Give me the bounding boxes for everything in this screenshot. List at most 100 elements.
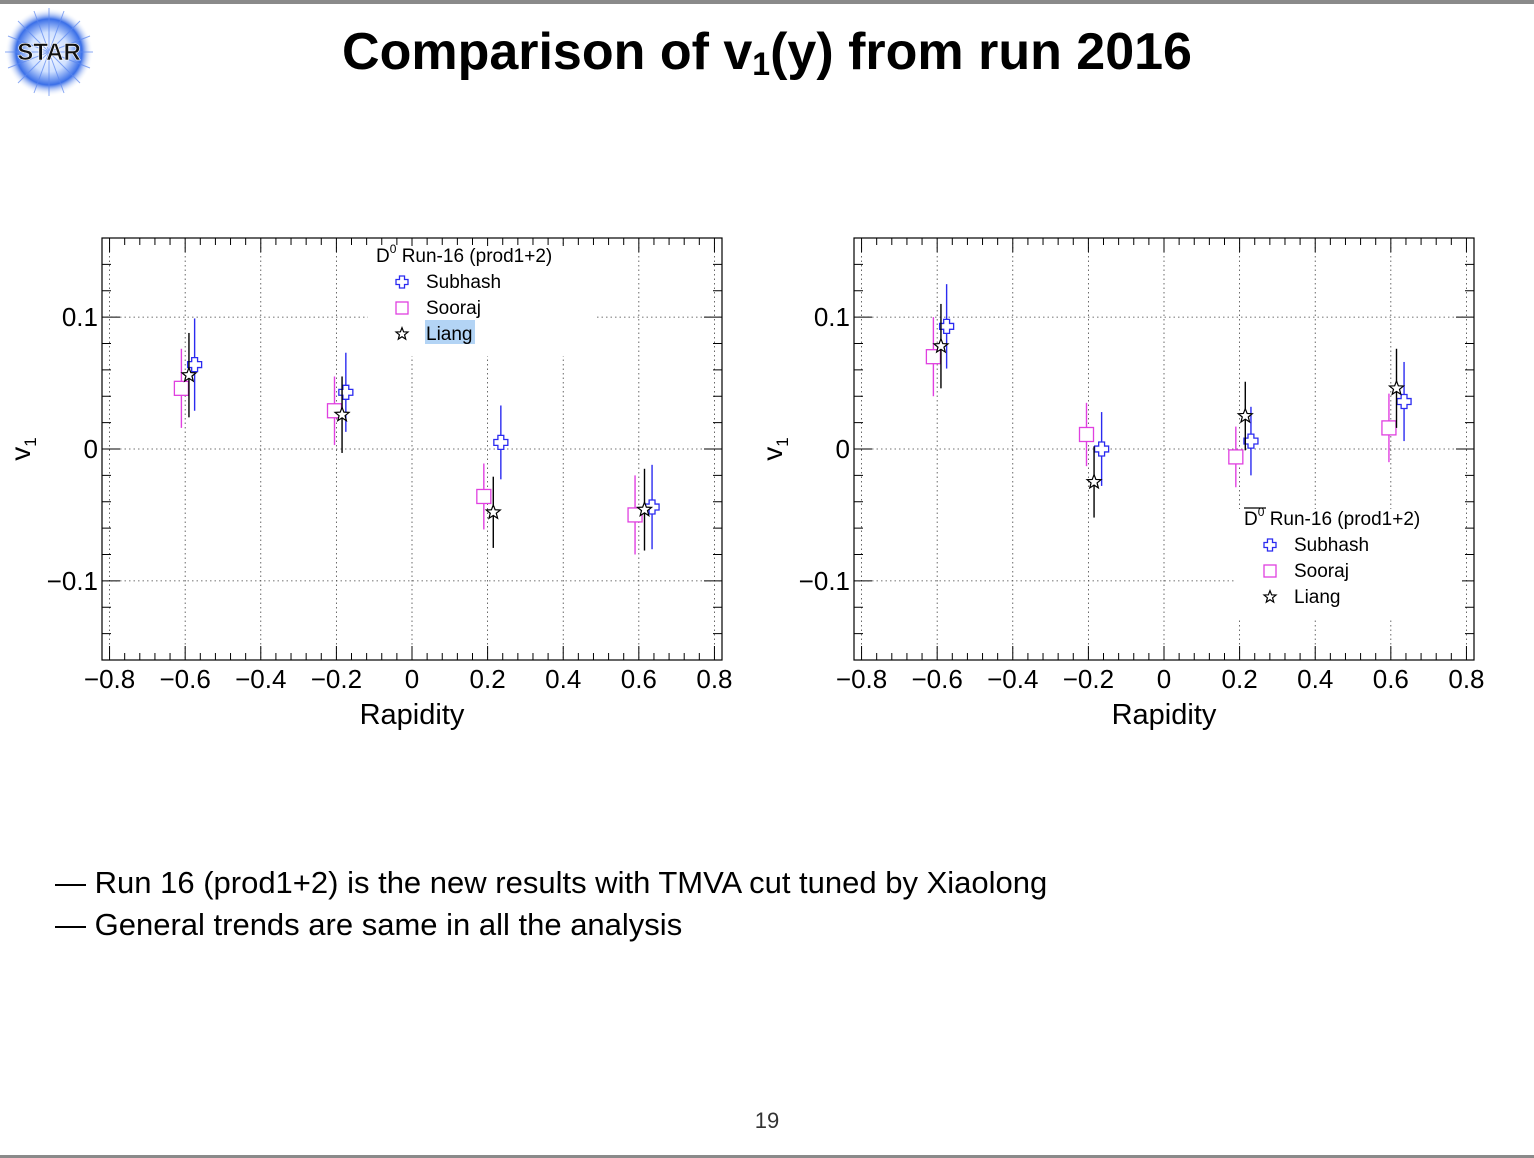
- title-rest: (y) from run 2016: [770, 23, 1192, 81]
- y-axis-title-text: v1: [757, 437, 792, 460]
- x-tick-label: 0.8: [696, 664, 732, 694]
- data-marker: [186, 356, 203, 373]
- title-main: Comparison of v: [342, 23, 753, 81]
- y-tick-label: −0.1: [47, 566, 98, 596]
- y-tick-label: 0.1: [814, 302, 850, 332]
- y-axis-title: v1: [757, 437, 792, 460]
- data-marker: [1093, 441, 1110, 457]
- legend-title: D0 Run-16 (prod1+2): [376, 242, 552, 267]
- x-tick-label: −0.8: [84, 664, 135, 694]
- star-logo: STAR: [4, 6, 94, 98]
- chart-right: −0.8 −0.6 −0.4 −0.2 0 0.2 0.4 0.6 0.8 −0.1 0 0.1 Rap…: [752, 220, 1512, 750]
- data-marker: [925, 349, 942, 365]
- chart-right-svg: −0.8 −0.6 −0.4 −0.2 0 0.2 0.4 0.6 0.8 −0.1 0 0.1 Rap…: [757, 237, 1485, 731]
- x-tick-label: 0.4: [545, 664, 581, 694]
- legend-label: Liang: [1294, 587, 1341, 608]
- data-marker: [1078, 426, 1095, 443]
- y-tick-label: −0.1: [799, 566, 850, 596]
- x-tick-label: 0.8: [1448, 664, 1484, 694]
- x-tick-label: 0.4: [1297, 664, 1333, 694]
- x-tick-label: −0.4: [235, 664, 286, 694]
- legend-marker: [394, 326, 410, 341]
- legend-marker: [1262, 589, 1278, 604]
- data-point: [938, 284, 955, 369]
- data-marker: [1381, 420, 1397, 436]
- slide-title: Comparison of v1(y) from run 2016: [0, 22, 1534, 83]
- x-tick-label: 0: [1157, 664, 1171, 694]
- data-marker: [938, 318, 955, 335]
- data-marker: [476, 488, 492, 505]
- legend-label: Sooraj: [1294, 561, 1349, 582]
- title-subscript: 1: [752, 46, 771, 82]
- x-tick-label: 0.6: [1373, 664, 1409, 694]
- legend: D0 Run-16 (prod1+2) Subhash Sooraj Liang: [368, 242, 594, 356]
- data-point: [186, 318, 203, 411]
- legend-label: Sooraj: [426, 298, 481, 319]
- legend-label: Liang: [426, 324, 473, 345]
- y-axis-title: v1: [5, 437, 40, 460]
- data-point: [1236, 381, 1254, 451]
- bullet-item: — General trends are same in all the ana…: [55, 907, 683, 942]
- data-point: [627, 475, 643, 555]
- y-tick-label: 0: [84, 434, 98, 464]
- x-tick-label: −0.4: [987, 664, 1038, 694]
- legend-marker: [395, 301, 409, 315]
- data-point: [1093, 412, 1110, 486]
- data-marker: [1243, 433, 1259, 449]
- x-tick-label: 0.2: [1222, 664, 1258, 694]
- data-marker: [333, 405, 351, 423]
- data-marker: [1085, 472, 1103, 490]
- x-tick-label: 0.2: [470, 664, 506, 694]
- chart-left: −0.8 −0.6 −0.4 −0.2 0 0.2 0.4 0.6 0.8 −0.1 0 0.1 Rap…: [0, 220, 760, 750]
- x-tick-label: −0.2: [1063, 664, 1114, 694]
- data-point: [1243, 406, 1259, 476]
- x-tick-label: −0.6: [160, 664, 211, 694]
- data-point: [484, 476, 502, 548]
- data-marker: [1228, 449, 1244, 465]
- y-axis-title-text: v1: [5, 437, 40, 460]
- data-point: [635, 468, 654, 551]
- data-point: [1085, 446, 1103, 518]
- data-point: [476, 463, 492, 530]
- x-axis-title: Rapidity: [360, 699, 465, 731]
- data-marker: [635, 500, 654, 517]
- bullet-item: — Run 16 (prod1+2) is the new results wi…: [55, 865, 1048, 900]
- data-marker: [484, 503, 502, 520]
- data-point: [1387, 348, 1406, 428]
- legend-label: Subhash: [426, 272, 501, 293]
- bullet-list: — Run 16 (prod1+2) is the new results wi…: [55, 862, 1047, 946]
- data-marker: [1387, 379, 1406, 396]
- data-marker: [180, 366, 198, 383]
- data-point: [932, 303, 950, 389]
- x-tick-label: −0.8: [836, 664, 887, 694]
- data-marker: [1236, 407, 1254, 424]
- top-border: [0, 0, 1534, 4]
- x-tick-label: −0.2: [311, 664, 362, 694]
- y-tick-label: 0: [836, 434, 850, 464]
- data-point: [1228, 426, 1244, 488]
- x-axis-title: Rapidity: [1112, 699, 1217, 731]
- chart-left-svg: −0.8 −0.6 −0.4 −0.2 0 0.2 0.4 0.6 0.8 −0.1 0 0.1 Rap…: [5, 237, 733, 731]
- data-marker: [173, 380, 190, 396]
- y-tick-label: 0.1: [62, 302, 98, 332]
- bottom-border: [0, 1155, 1534, 1158]
- legend-label: Subhash: [1294, 535, 1369, 556]
- logo-text: STAR: [17, 39, 81, 66]
- page-number: 19: [754, 1108, 780, 1133]
- x-tick-label: 0.6: [621, 664, 657, 694]
- x-tick-label: 0: [405, 664, 419, 694]
- legend-title: D0 Run-16 (prod1+2): [1244, 505, 1420, 530]
- legend-highlight: [425, 320, 475, 344]
- data-marker: [338, 384, 354, 400]
- legend-marker: [395, 275, 409, 289]
- legend-marker: [1263, 538, 1277, 552]
- data-marker: [932, 337, 950, 354]
- data-point: [180, 332, 198, 418]
- legend-marker: [1263, 564, 1277, 578]
- data-point: [493, 405, 509, 480]
- legend: D0 Run-16 (prod1+2) Subhash Sooraj Liang: [1236, 505, 1462, 619]
- data-point: [1078, 402, 1095, 467]
- x-tick-label: −0.6: [912, 664, 963, 694]
- data-marker: [493, 434, 509, 451]
- data-point: [333, 376, 351, 453]
